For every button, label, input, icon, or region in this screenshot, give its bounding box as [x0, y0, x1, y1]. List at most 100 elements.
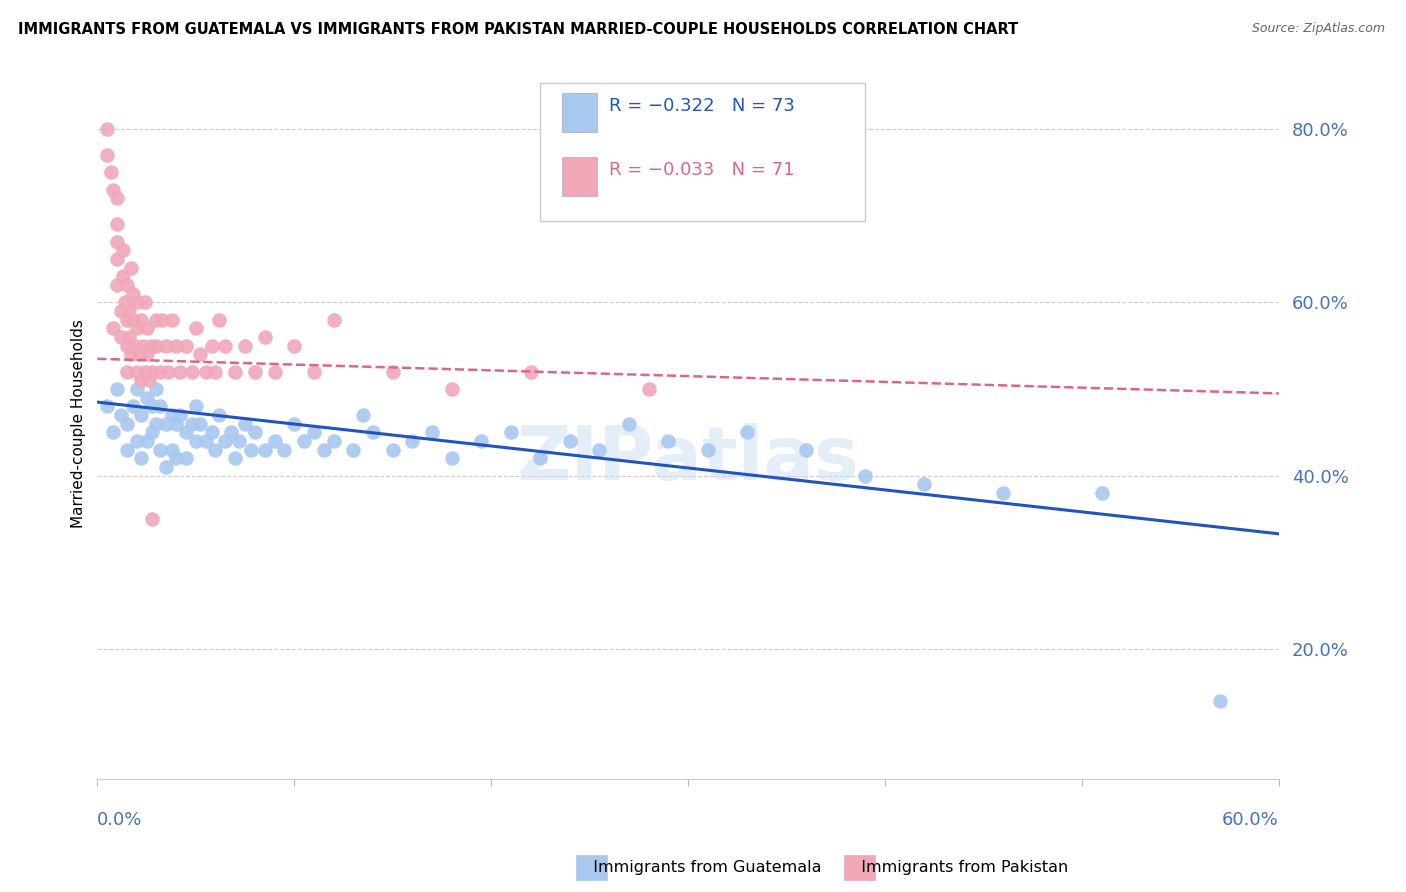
Point: [228, 434, 250, 449]
Point: [110, 304, 132, 318]
Point: [239, 442, 262, 457]
Point: [588, 442, 610, 457]
Point: [124, 339, 146, 353]
Point: [180, 365, 202, 379]
Point: [115, 442, 138, 457]
Point: [912, 477, 935, 491]
Point: [134, 295, 156, 310]
Point: [184, 321, 207, 335]
Point: [200, 425, 222, 440]
Point: [214, 434, 236, 449]
Point: [160, 408, 183, 422]
Point: [174, 451, 197, 466]
Point: [188, 417, 211, 431]
Point: [145, 313, 167, 327]
Point: [174, 425, 197, 440]
Point: [194, 365, 217, 379]
Point: [499, 425, 522, 440]
Point: [204, 442, 226, 457]
Point: [529, 451, 551, 466]
Point: [617, 417, 640, 431]
Point: [637, 382, 659, 396]
Point: [110, 330, 132, 344]
Point: [184, 434, 207, 449]
Point: [180, 417, 202, 431]
Text: 60.0%: 60.0%: [1222, 811, 1278, 829]
Point: [322, 313, 344, 327]
Point: [138, 374, 160, 388]
Point: [120, 260, 142, 275]
Point: [519, 365, 541, 379]
Bar: [561, 157, 598, 196]
Bar: [561, 94, 598, 133]
Point: [120, 347, 142, 361]
Point: [129, 313, 152, 327]
Point: [105, 278, 128, 293]
Text: Immigrants from Guatemala: Immigrants from Guatemala: [583, 860, 823, 874]
Point: [243, 425, 266, 440]
Point: [253, 330, 276, 344]
Text: R = −0.033   N = 71: R = −0.033 N = 71: [609, 161, 794, 179]
Point: [200, 339, 222, 353]
Point: [302, 365, 325, 379]
Point: [135, 347, 157, 361]
Point: [115, 417, 138, 431]
Point: [114, 295, 136, 310]
Point: [141, 512, 163, 526]
Point: [149, 400, 172, 414]
Point: [141, 400, 163, 414]
Point: [115, 365, 138, 379]
Point: [361, 425, 384, 440]
Point: [302, 425, 325, 440]
Point: [342, 442, 364, 457]
Point: [125, 365, 148, 379]
Point: [853, 468, 876, 483]
Point: [1208, 694, 1230, 708]
Point: [101, 183, 124, 197]
Point: [233, 339, 256, 353]
Point: [263, 365, 285, 379]
Point: [165, 451, 187, 466]
Point: [125, 382, 148, 396]
Point: [208, 408, 231, 422]
Point: [105, 252, 128, 267]
Point: [101, 425, 124, 440]
Text: IMMIGRANTS FROM GUATEMALA VS IMMIGRANTS FROM PAKISTAN MARRIED-COUPLE HOUSEHOLDS : IMMIGRANTS FROM GUATEMALA VS IMMIGRANTS …: [18, 22, 1018, 37]
Point: [283, 417, 305, 431]
Point: [155, 460, 177, 475]
Point: [233, 417, 256, 431]
Point: [401, 434, 423, 449]
Point: [292, 434, 315, 449]
Point: [129, 408, 152, 422]
Point: [149, 365, 172, 379]
Point: [208, 313, 231, 327]
Point: [165, 417, 187, 431]
Point: [219, 425, 242, 440]
Point: [101, 321, 124, 335]
Point: [145, 417, 167, 431]
Point: [991, 486, 1014, 500]
Point: [96, 148, 118, 162]
Point: [145, 339, 167, 353]
Point: [184, 400, 207, 414]
Point: [145, 382, 167, 396]
Point: [224, 365, 246, 379]
Point: [96, 400, 118, 414]
Point: [157, 365, 180, 379]
Point: [188, 347, 211, 361]
Point: [169, 365, 191, 379]
Text: ZIPatlas: ZIPatlas: [517, 423, 859, 496]
Point: [149, 442, 172, 457]
Point: [160, 442, 183, 457]
Point: [169, 408, 191, 422]
Point: [558, 434, 581, 449]
Point: [121, 400, 143, 414]
Point: [115, 278, 138, 293]
Point: [129, 374, 152, 388]
Point: [263, 434, 285, 449]
Point: [105, 218, 128, 232]
Point: [125, 321, 148, 335]
Point: [214, 339, 236, 353]
Point: [165, 339, 187, 353]
Point: [735, 425, 758, 440]
